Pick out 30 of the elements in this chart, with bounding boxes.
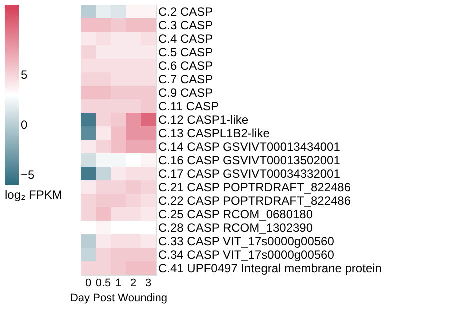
x-tick-label: 3 [145,278,152,290]
y-tick-label: C.34 CASP VIT_17s0000g00560 [158,248,335,262]
y-tick-label: C.7 CASP [158,72,214,86]
x-axis-title: Day Post Wounding [70,292,168,304]
x-tick-label: 0 [85,278,92,290]
y-tick-label: C.4 CASP [158,32,214,46]
y-tick-label: C.41 UPF0497 Integral membrane protein [158,261,382,276]
y-tick-label: C.22 CASP POPTRDRAFT_822486 [158,194,352,208]
y-tick-label: C.13 CASPL1B2-like [158,126,270,140]
y-tick-label: C.21 CASP POPTRDRAFT_822486 [158,180,352,194]
color-bar-title: log₂ FPKM [5,188,62,202]
y-tick-label: C.2 CASP [158,4,214,19]
color-bar-label: 5 [21,68,28,82]
color-bar-label: 0 [21,118,28,132]
y-tick-label: C.14 CASP GSVIVT00013434001 [158,140,341,154]
y-tick-label: C.11 CASP [158,99,219,114]
y-tick-label: C.25 CASP RCOM_0680180 [158,207,314,222]
y-tick-label: C.9 CASP [158,86,214,100]
y-tick-label: C.12 CASP1-like [158,112,249,127]
y-tick-label: C.33 CASP VIT_17s0000g00560 [158,234,335,248]
x-tick-label: 2 [130,278,137,290]
y-tick-label: C.6 CASP [158,58,214,73]
y-tick-label: C.17 CASP GSVIVT00034332001 [158,166,341,181]
x-tick-label: 1 [115,278,122,290]
y-tick-label: C.3 CASP [158,18,214,32]
y-tick-label: C.28 CASP RCOM_1302390 [158,220,314,235]
color-bar-label: −5 [21,168,36,182]
y-tick-label: C.16 CASP GSVIVT00013502001 [158,153,341,168]
x-tick-label: 0.5 [96,278,112,290]
y-tick-label: C.5 CASP [158,45,214,60]
